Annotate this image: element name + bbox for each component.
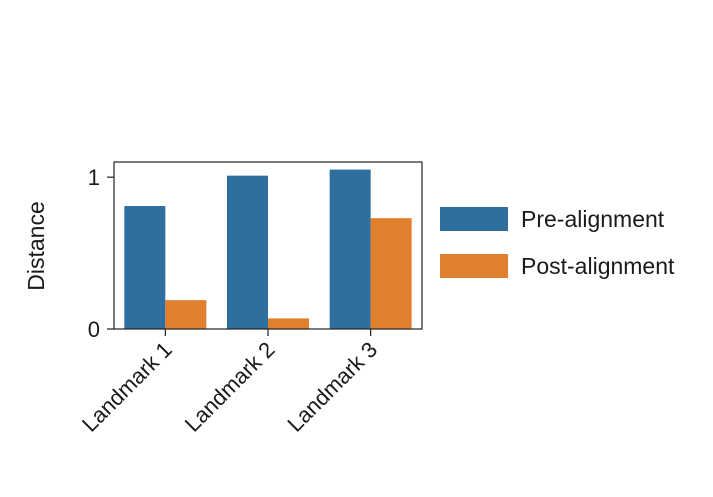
bar-post-1	[165, 300, 207, 329]
legend-swatch-pre	[440, 207, 508, 231]
bar-pre-2	[227, 175, 268, 329]
legend-swatch-post	[440, 254, 508, 278]
bar-post-3	[370, 218, 412, 329]
legend: Pre-alignment Post-alignment	[440, 206, 675, 279]
x-tick-label-3: Landmark 3	[282, 337, 382, 437]
x-ticks-group: Landmark 1 Landmark 2 Landmark 3	[77, 329, 382, 437]
bar-post-2	[268, 318, 309, 329]
bar-pre-3	[329, 169, 371, 329]
y-axis-label: Distance	[23, 201, 49, 290]
legend-label-post: Post-alignment	[521, 253, 675, 279]
y-tick-label-0: 0	[88, 317, 100, 342]
x-tick-label-2: Landmark 2	[180, 337, 280, 437]
bars-group	[124, 169, 412, 329]
legend-label-pre: Pre-alignment	[521, 206, 665, 232]
bar-pre-1	[124, 206, 166, 329]
y-tick-label-1: 1	[88, 165, 100, 190]
x-tick-label-1: Landmark 1	[77, 337, 177, 437]
y-ticks-group: 01	[88, 165, 114, 342]
